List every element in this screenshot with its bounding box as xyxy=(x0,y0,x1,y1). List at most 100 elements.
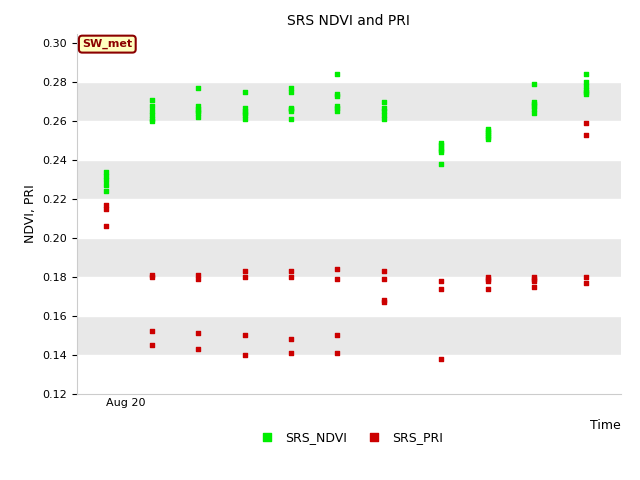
SRS_PRI xyxy=(239,331,250,339)
SRS_PRI xyxy=(100,222,111,230)
SRS_PRI xyxy=(100,205,111,213)
SRS_NDVI xyxy=(378,111,388,119)
SRS_PRI xyxy=(286,335,296,343)
SRS_NDVI xyxy=(581,88,591,96)
SRS_PRI xyxy=(193,345,204,353)
SRS_PRI xyxy=(286,267,296,275)
SRS_NDVI xyxy=(581,78,591,86)
SRS_NDVI xyxy=(100,187,111,195)
SRS_PRI xyxy=(581,131,591,139)
SRS_NDVI xyxy=(239,111,250,119)
SRS_NDVI xyxy=(436,146,447,154)
SRS_PRI xyxy=(147,327,157,335)
SRS_PRI xyxy=(239,273,250,281)
SRS_NDVI xyxy=(436,139,447,146)
SRS_NDVI xyxy=(581,90,591,98)
SRS_NDVI xyxy=(100,176,111,183)
SRS_NDVI xyxy=(147,102,157,109)
SRS_PRI xyxy=(378,298,388,306)
SRS_NDVI xyxy=(529,106,539,113)
SRS_PRI xyxy=(332,265,342,273)
SRS_NDVI xyxy=(286,115,296,123)
SRS_NDVI xyxy=(147,117,157,125)
SRS_NDVI xyxy=(529,100,539,108)
SRS_NDVI xyxy=(529,80,539,88)
SRS_NDVI xyxy=(147,108,157,115)
SRS_NDVI xyxy=(529,98,539,106)
SRS_NDVI xyxy=(436,141,447,148)
SRS_PRI xyxy=(529,277,539,285)
SRS_PRI xyxy=(147,273,157,281)
Text: Time: Time xyxy=(590,419,621,432)
SRS_PRI xyxy=(332,349,342,357)
SRS_PRI xyxy=(436,355,447,362)
Legend: SRS_NDVI, SRS_PRI: SRS_NDVI, SRS_PRI xyxy=(250,426,447,448)
SRS_PRI xyxy=(239,267,250,275)
SRS_NDVI xyxy=(483,125,493,133)
SRS_NDVI xyxy=(147,115,157,123)
SRS_NDVI xyxy=(193,106,204,113)
SRS_NDVI xyxy=(483,135,493,143)
SRS_NDVI xyxy=(483,131,493,139)
SRS_NDVI xyxy=(193,102,204,109)
SRS_PRI xyxy=(378,275,388,283)
SRS_NDVI xyxy=(378,98,388,106)
SRS_PRI xyxy=(436,277,447,285)
SRS_NDVI xyxy=(193,108,204,115)
SRS_NDVI xyxy=(147,96,157,104)
SRS_NDVI xyxy=(529,102,539,109)
Bar xyxy=(77,238,621,277)
SRS_NDVI xyxy=(483,127,493,135)
SRS_NDVI xyxy=(436,148,447,156)
SRS_PRI xyxy=(239,351,250,359)
SRS_NDVI xyxy=(332,71,342,78)
SRS_PRI xyxy=(529,275,539,283)
SRS_NDVI xyxy=(239,115,250,123)
Bar xyxy=(77,82,621,121)
SRS_NDVI xyxy=(239,104,250,111)
SRS_NDVI xyxy=(436,160,447,168)
SRS_NDVI xyxy=(483,129,493,137)
SRS_PRI xyxy=(332,275,342,283)
SRS_NDVI xyxy=(286,108,296,115)
SRS_PRI xyxy=(529,283,539,290)
SRS_NDVI xyxy=(100,181,111,189)
Text: SW_met: SW_met xyxy=(82,39,132,49)
SRS_PRI xyxy=(100,201,111,209)
SRS_PRI xyxy=(193,271,204,279)
SRS_NDVI xyxy=(378,115,388,123)
SRS_NDVI xyxy=(332,104,342,111)
SRS_PRI xyxy=(193,329,204,337)
Y-axis label: NDVI, PRI: NDVI, PRI xyxy=(24,184,36,243)
SRS_NDVI xyxy=(529,109,539,117)
SRS_PRI xyxy=(332,331,342,339)
SRS_NDVI xyxy=(239,108,250,115)
SRS_PRI xyxy=(529,273,539,281)
SRS_PRI xyxy=(483,275,493,283)
SRS_PRI xyxy=(286,349,296,357)
SRS_PRI xyxy=(378,267,388,275)
SRS_NDVI xyxy=(286,104,296,111)
SRS_NDVI xyxy=(332,108,342,115)
SRS_PRI xyxy=(147,271,157,279)
SRS_PRI xyxy=(483,277,493,285)
SRS_PRI xyxy=(193,275,204,283)
Title: SRS NDVI and PRI: SRS NDVI and PRI xyxy=(287,14,410,28)
SRS_PRI xyxy=(483,285,493,292)
SRS_PRI xyxy=(436,285,447,292)
Bar xyxy=(77,160,621,199)
SRS_NDVI xyxy=(239,88,250,96)
SRS_PRI xyxy=(378,296,388,304)
SRS_NDVI xyxy=(436,144,447,152)
SRS_NDVI xyxy=(581,82,591,90)
SRS_PRI xyxy=(581,119,591,127)
SRS_PRI xyxy=(581,273,591,281)
SRS_PRI xyxy=(286,273,296,281)
SRS_NDVI xyxy=(332,102,342,109)
SRS_PRI xyxy=(581,279,591,287)
SRS_NDVI xyxy=(286,84,296,92)
SRS_NDVI xyxy=(581,86,591,94)
SRS_NDVI xyxy=(332,90,342,98)
SRS_NDVI xyxy=(147,111,157,119)
SRS_NDVI xyxy=(286,106,296,113)
